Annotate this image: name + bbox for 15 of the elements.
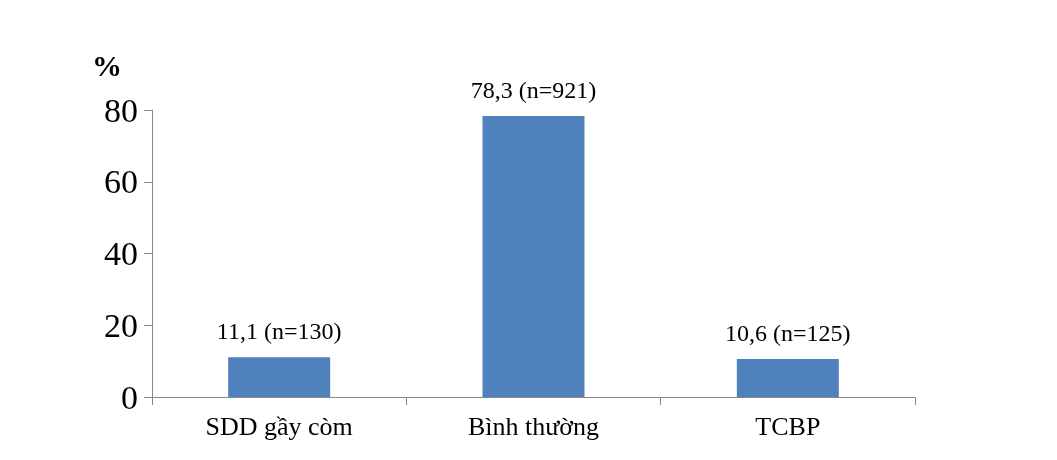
y-tick-label: 60 bbox=[104, 163, 138, 201]
x-tick-label: Bình thường bbox=[467, 411, 600, 441]
y-tick-label: 20 bbox=[104, 306, 138, 344]
y-tick-label: 0 bbox=[121, 378, 138, 416]
y-axis-title: % bbox=[92, 48, 122, 82]
bar bbox=[736, 358, 839, 397]
data-label: 10,6 (n=125) bbox=[725, 319, 851, 346]
bar bbox=[482, 116, 585, 397]
y-tick-label: 40 bbox=[104, 235, 138, 272]
data-label: 11,1 (n=130) bbox=[216, 318, 342, 345]
bar bbox=[228, 357, 331, 397]
x-tick-label: SDD gầy còm bbox=[205, 411, 353, 441]
x-tick-label: TCBP bbox=[755, 411, 821, 441]
data-label: 78,3 (n=921) bbox=[470, 77, 597, 104]
y-tick-label: 80 bbox=[104, 91, 138, 129]
